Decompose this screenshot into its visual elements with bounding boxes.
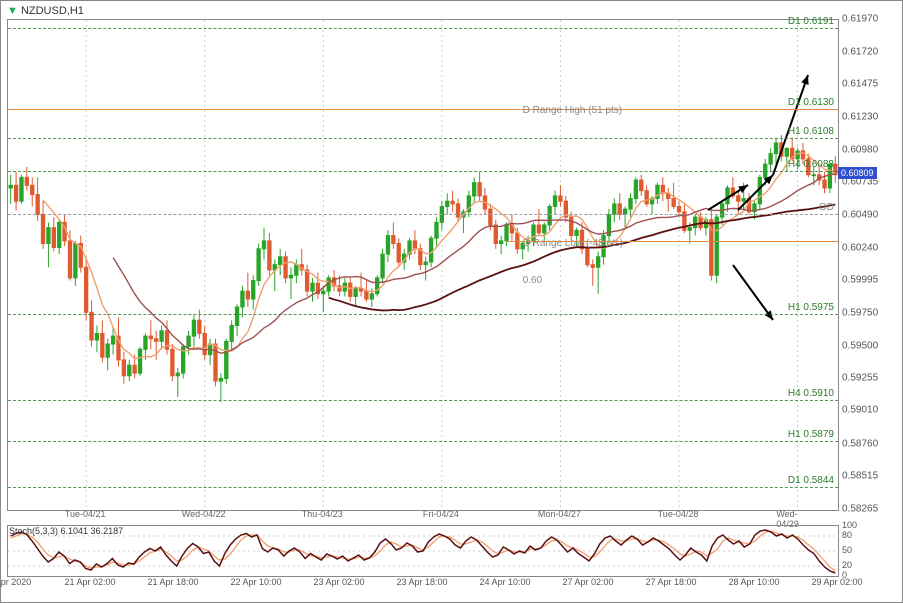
- sub-y-tick: 20: [842, 560, 852, 570]
- y-tick: 0.61970: [842, 14, 878, 25]
- level-label: H4 0.6083: [788, 159, 834, 170]
- horizontal-level-line: [8, 314, 838, 315]
- sub-y-tick: 50: [842, 545, 852, 555]
- horizontal-level-line: [8, 214, 838, 215]
- y-tick: 0.58265: [842, 504, 878, 515]
- y-axis: 0.619700.617200.614750.612300.609800.607…: [838, 19, 898, 509]
- time-label: 20 Apr 2020: [0, 577, 31, 587]
- range-label: D Range Low (-48 pts): [523, 238, 624, 249]
- y-tick: 0.58760: [842, 438, 878, 449]
- time-label: 23 Apr 02:00: [313, 577, 364, 587]
- range-label: D Range High (51 pts): [523, 105, 623, 116]
- time-label: 27 Apr 02:00: [562, 577, 613, 587]
- level-label: H1 0.5975: [788, 302, 834, 313]
- horizontal-level-line: [8, 109, 838, 110]
- y-tick: 0.60490: [842, 209, 878, 220]
- y-tick: 0.58515: [842, 470, 878, 481]
- level-label: D1 0.6191: [788, 16, 834, 27]
- day-label: Fri-04/24: [423, 509, 459, 519]
- current-price-badge: 0.60809: [838, 167, 877, 179]
- time-label: 21 Apr 02:00: [64, 577, 115, 587]
- time-label: 27 Apr 18:00: [645, 577, 696, 587]
- day-label: Tue-04/21: [65, 509, 106, 519]
- level-label: H1 0.6108: [788, 126, 834, 137]
- level-label: D1 0.6130: [788, 97, 834, 108]
- level-label: H1 0.5879: [788, 429, 834, 440]
- time-label: 23 Apr 18:00: [396, 577, 447, 587]
- symbol-label: NZDUSD,H1: [21, 5, 84, 17]
- y-tick: 0.61720: [842, 47, 878, 58]
- x-axis-days: Tue-04/21 Wed-04/22 Thu-04/23 Fri-04/24 Mon-…: [7, 509, 837, 523]
- price-chart[interactable]: D1 0.6191 D1 0.6130 H1 0.6108 H4 0.6083 OD H1…: [7, 19, 839, 511]
- chart-title: ▼ NZDUSD,H1: [7, 5, 84, 17]
- sub-y-tick: 100: [842, 520, 857, 530]
- time-label: 21 Apr 18:00: [147, 577, 198, 587]
- level-label: D1 0.5844: [788, 475, 834, 486]
- horizontal-level-line: [8, 138, 838, 139]
- day-label: Wed-04/22: [182, 509, 226, 519]
- y-tick: 0.59010: [842, 405, 878, 416]
- chevron-down-icon[interactable]: ▼: [7, 5, 18, 17]
- horizontal-level-line: [8, 400, 838, 401]
- stochastic-title: Stoch(5,3,3) 6.1041 36.2187: [9, 526, 123, 536]
- horizontal-level-line: [8, 28, 838, 29]
- y-tick: 0.61475: [842, 79, 878, 90]
- y-tick: 0.59750: [842, 307, 878, 318]
- y-tick: 0.59255: [842, 373, 878, 384]
- y-tick: 0.59500: [842, 340, 878, 351]
- level-label: OD: [819, 202, 834, 213]
- chart-window: ▼ NZDUSD,H1 D1 0.6191 D1 0.6130 H1 0.6108 H…: [0, 0, 903, 603]
- horizontal-level-line: [8, 441, 838, 442]
- stochastic-panel[interactable]: [7, 525, 839, 577]
- y-tick: 0.59995: [842, 275, 878, 286]
- time-label: 29 Apr 02:00: [811, 577, 862, 587]
- time-label: 24 Apr 10:00: [479, 577, 530, 587]
- x-axis-times: 20 Apr 202021 Apr 02:0021 Apr 18:0022 Ap…: [7, 577, 837, 591]
- y-tick: 0.61230: [842, 111, 878, 122]
- horizontal-level-line: [8, 487, 838, 488]
- sub-y-axis: 0205080100: [838, 525, 898, 575]
- level-label: H4 0.5910: [788, 388, 834, 399]
- sub-y-tick: 80: [842, 530, 852, 540]
- time-label: 28 Apr 10:00: [728, 577, 779, 587]
- time-label: 22 Apr 10:00: [230, 577, 281, 587]
- day-label: Mon-04/27: [538, 509, 581, 519]
- y-tick: 0.60980: [842, 144, 878, 155]
- horizontal-level-line: [8, 171, 838, 172]
- y-tick: 0.60240: [842, 242, 878, 253]
- range-label: 0.60: [523, 275, 542, 286]
- day-label: Thu-04/23: [302, 509, 343, 519]
- day-label: Tue-04/28: [658, 509, 699, 519]
